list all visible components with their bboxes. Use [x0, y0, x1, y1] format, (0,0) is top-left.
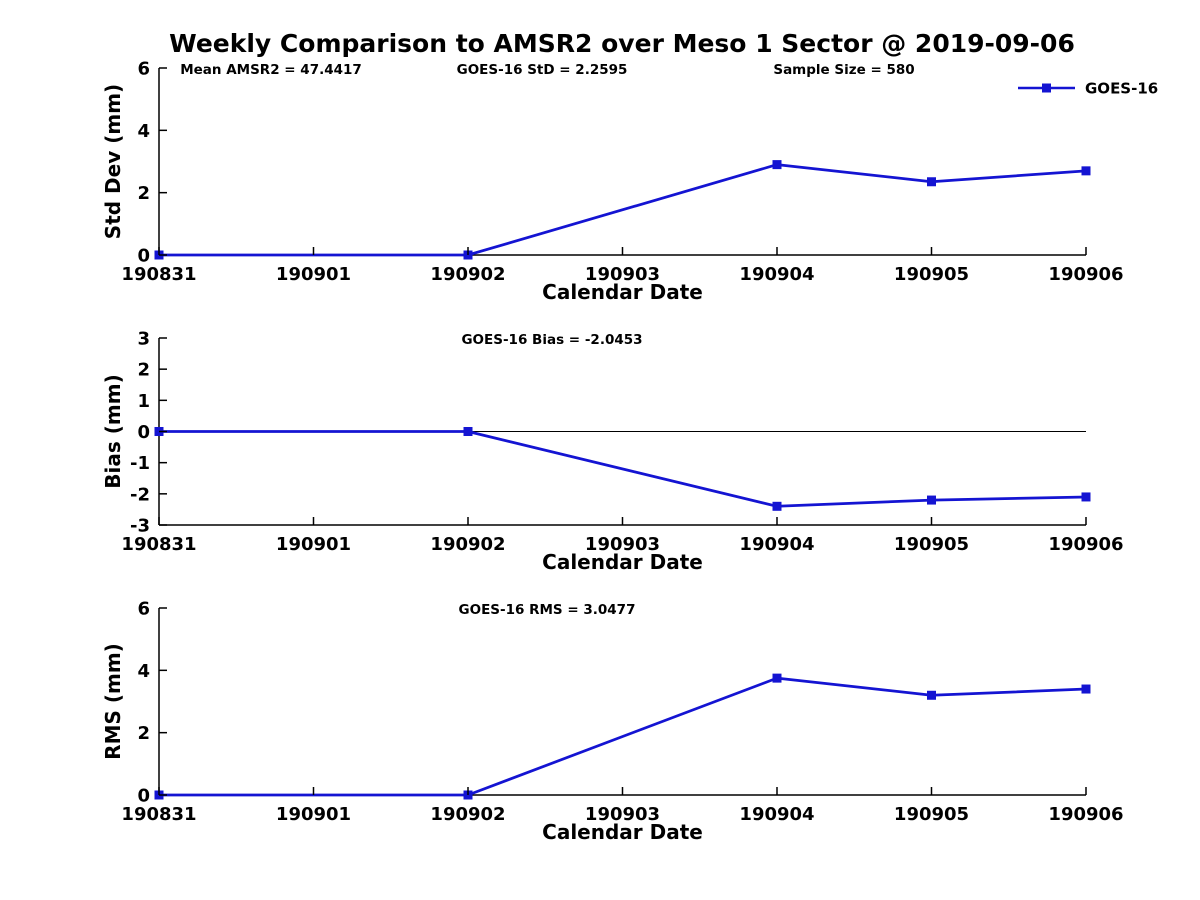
x-tick-label: 190906	[1048, 264, 1123, 285]
y-tick-label: 6	[137, 59, 150, 80]
y-tick-label: 2	[137, 183, 150, 204]
x-tick-label: 190905	[894, 534, 969, 555]
annotation-text: Mean AMSR2 = 47.4417	[180, 62, 362, 78]
y-axis-title: Std Dev (mm)	[101, 84, 125, 239]
data-point-marker	[927, 495, 936, 505]
x-tick-label: 190901	[276, 804, 351, 825]
x-tick-label: 190905	[894, 804, 969, 825]
x-axis-title: Calendar Date	[542, 280, 703, 304]
x-tick-label: 190904	[739, 804, 814, 825]
y-axis-title: Bias (mm)	[101, 374, 125, 488]
subplot-bias: 190831 190901 190902 190903 190904 190905 1909…	[101, 329, 1124, 575]
x-tick-label: 190904	[739, 264, 814, 285]
subplot-std-dev: 190831 190901 190902 190903 190904 190905 1909…	[101, 59, 1158, 305]
data-point-marker	[927, 177, 936, 187]
x-tick-label: 190901	[276, 264, 351, 285]
legend-marker	[1042, 83, 1051, 93]
y-tick-label: -3	[130, 516, 150, 537]
annotation-text: Sample Size = 580	[773, 62, 914, 78]
y-tick-label: 1	[137, 391, 150, 412]
y-axis-title: RMS (mm)	[101, 643, 125, 760]
x-tick-label: 190831	[121, 804, 196, 825]
x-tick-label: 190902	[430, 804, 505, 825]
y-tick-label: 0	[137, 422, 150, 443]
x-tick-label: 190902	[430, 264, 505, 285]
y-tick-label: -1	[130, 453, 150, 474]
x-tick-label: 190831	[121, 264, 196, 285]
series-line	[157, 163, 1088, 257]
x-axis-title: Calendar Date	[542, 820, 703, 844]
x-tick-label: 190903	[585, 534, 660, 555]
data-point-marker	[927, 690, 936, 700]
x-tick-label: 190903	[585, 804, 660, 825]
series-line	[157, 676, 1088, 797]
x-tick-label: 190906	[1048, 534, 1123, 555]
x-tick-label: 190906	[1048, 804, 1123, 825]
y-tick-label: -2	[130, 484, 150, 505]
y-tick-label: 4	[137, 661, 150, 682]
y-tick-label: 6	[137, 599, 150, 620]
annotation-text: GOES-16 RMS = 3.0477	[459, 602, 636, 618]
y-tick-label: 0	[137, 246, 150, 267]
x-tick-label: 190904	[739, 534, 814, 555]
data-point-marker	[1081, 166, 1091, 176]
data-point-marker	[772, 160, 782, 170]
data-point-marker	[772, 501, 782, 511]
data-point-marker	[1081, 684, 1091, 694]
data-point-marker	[1081, 492, 1091, 502]
annotation-text: GOES-16 Bias = -2.0453	[461, 332, 642, 348]
x-tick-label: 190831	[121, 534, 196, 555]
data-point-marker	[463, 427, 473, 436]
data-point-marker	[772, 673, 782, 683]
y-tick-label: 2	[137, 360, 150, 381]
y-tick-label: 0	[137, 786, 150, 807]
x-axis-title: Calendar Date	[542, 550, 703, 574]
figure-title: Weekly Comparison to AMSR2 over Meso 1 S…	[169, 29, 1075, 58]
series-line	[157, 430, 1088, 508]
y-tick-label: 3	[137, 329, 150, 350]
annotation-text: GOES-16 StD = 2.2595	[457, 62, 628, 78]
x-tick-label: 190902	[430, 534, 505, 555]
x-tick-label: 190903	[585, 264, 660, 285]
x-tick-label: 190901	[276, 534, 351, 555]
y-tick-label: 4	[137, 121, 150, 142]
x-tick-label: 190905	[894, 264, 969, 285]
legend-label: GOES-16	[1085, 80, 1158, 98]
y-tick-label: 2	[137, 723, 150, 744]
subplot-rms: 190831 190901 190902 190903 190904 190905 1909…	[101, 599, 1124, 845]
